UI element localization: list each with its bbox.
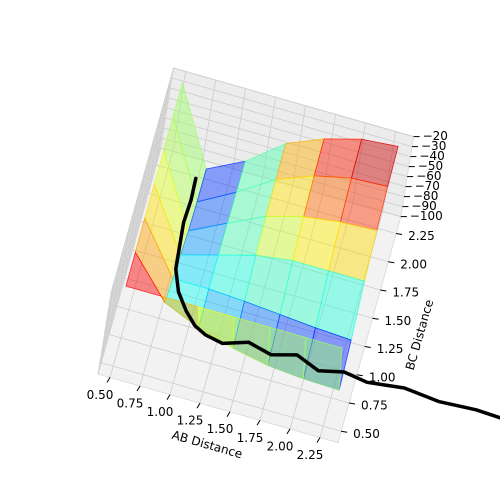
y-tick-label: 0.75 [361, 399, 388, 413]
grid-line [168, 97, 409, 167]
x-tick [256, 420, 261, 426]
grid-line [101, 362, 342, 432]
trajectory-line [174, 176, 500, 420]
grid-line [116, 305, 357, 376]
surface [125, 81, 399, 391]
x-tick-label: 2.25 [297, 448, 324, 462]
x-tick-label: 0.75 [117, 397, 144, 411]
x-tick-label: 1.50 [207, 422, 234, 436]
grid-line [155, 164, 397, 234]
grid-line [162, 137, 403, 207]
x-tick [316, 437, 321, 443]
grid-line [102, 117, 166, 345]
grid-line [163, 127, 405, 197]
grid-line [108, 77, 173, 305]
y-tick-label: 2.00 [400, 257, 427, 271]
y-tick-label: 1.75 [392, 286, 419, 300]
grid-line [259, 194, 324, 421]
grid-line [97, 147, 162, 375]
z-tick-label: −40 [419, 149, 444, 163]
grid-line [132, 249, 373, 319]
surface-patch [302, 337, 343, 391]
z-tick-label: −70 [415, 179, 440, 193]
x-tick-label: 0.50 [87, 388, 114, 402]
x-tick-label: 2.00 [267, 439, 294, 453]
z-tick-label: −50 [418, 159, 443, 173]
y-tick-label: 0.50 [353, 427, 380, 441]
grid-line [124, 277, 365, 347]
grid-line [199, 177, 264, 404]
trajectory-layer [174, 176, 500, 420]
z-tick-label: −30 [421, 139, 446, 153]
x-tick [196, 402, 201, 409]
z-tick-label: −90 [411, 199, 436, 213]
grid-line [167, 107, 408, 177]
x-tick-label: 1.00 [147, 405, 174, 419]
grid-line [173, 67, 414, 137]
y-tick [388, 261, 395, 264]
x-tick [286, 428, 291, 435]
grid-line [100, 127, 165, 355]
grid-line [160, 147, 401, 217]
grid [97, 67, 414, 438]
ticks: 0.500.751.001.251.501.752.002.250.500.75… [87, 129, 448, 462]
x-tick-label: 1.25 [177, 414, 204, 428]
y-tick [380, 289, 387, 292]
z-tick-label: −100 [410, 209, 443, 223]
grid-line [110, 67, 174, 295]
y-tick [341, 430, 348, 433]
grid-line [169, 168, 234, 395]
y-tick-label: 2.25 [408, 229, 435, 243]
x-tick [226, 411, 231, 417]
y-tick-label: 1.50 [385, 314, 412, 328]
y-tick [348, 402, 356, 405]
x-tick-label: 1.75 [237, 431, 264, 445]
grid-line [165, 117, 406, 187]
x-tick [106, 377, 111, 383]
grid-line [229, 185, 294, 412]
grid-line [107, 87, 171, 315]
grid-line [108, 334, 350, 404]
z-tick-label: −20 [423, 129, 448, 143]
y-tick [396, 233, 403, 236]
y-tick [372, 317, 379, 320]
x-tick [136, 385, 141, 392]
y-axis-label: BC Distance [403, 298, 436, 372]
z-tick-label: −80 [413, 189, 438, 203]
grid-line [99, 137, 163, 365]
y-tick [364, 346, 371, 349]
grid-line [170, 87, 411, 157]
y-tick-label: 1.25 [377, 342, 404, 356]
grid-line [289, 202, 354, 429]
grid-line [104, 107, 168, 335]
grid-line [109, 151, 174, 378]
z-tick-label: −60 [416, 169, 441, 183]
y-tick-label: 1.00 [369, 370, 396, 384]
grid-line [105, 97, 170, 325]
y-tick [356, 374, 363, 377]
grid-line [171, 77, 413, 147]
x-tick [166, 394, 171, 400]
